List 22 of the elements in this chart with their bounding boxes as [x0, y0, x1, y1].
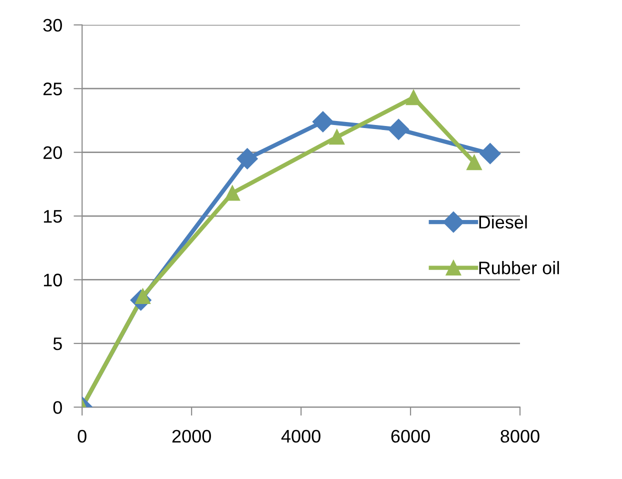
- x-tick-label: 2000: [172, 430, 211, 443]
- point: [480, 143, 501, 164]
- x-tick-label: 4000: [281, 430, 320, 443]
- y-tick-label: 25: [43, 82, 62, 96]
- legend-label: Diesel: [479, 215, 527, 229]
- point: [224, 185, 240, 201]
- x-tick-label: 0: [78, 430, 86, 443]
- point: [466, 154, 482, 170]
- x-tick-label: 8000: [500, 430, 540, 443]
- point: [236, 148, 258, 170]
- y-tick-label: 0: [53, 401, 62, 414]
- point: [329, 129, 345, 145]
- point: [388, 118, 410, 140]
- y-tick-label: 30: [43, 18, 62, 32]
- y-tick-label: 5: [53, 338, 62, 350]
- y-tick-label: 15: [44, 210, 62, 223]
- x-tick-label: 6000: [391, 430, 430, 443]
- y-tick-label: 20: [43, 146, 62, 160]
- point: [406, 90, 422, 106]
- legend-label: Rubber oil: [479, 261, 559, 274]
- y-tick-label: 10: [44, 274, 62, 286]
- point: [312, 111, 334, 132]
